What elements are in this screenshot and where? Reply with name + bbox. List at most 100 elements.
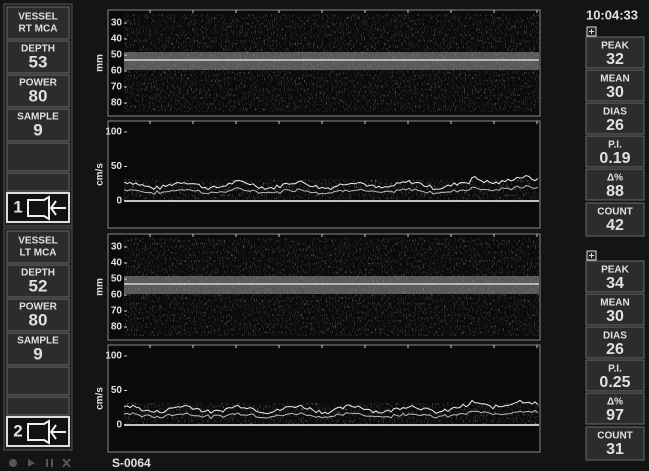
- panel-box: [6, 396, 70, 416]
- velocity-tick-label: 100: [105, 127, 122, 138]
- velocity-tick-label: 50: [111, 161, 123, 172]
- axis-unit: mm: [95, 54, 106, 72]
- metric-label: COUNT: [597, 207, 633, 218]
- field-value: 80: [29, 310, 48, 329]
- plot-frame: [107, 120, 541, 229]
- velocity-tick-label: 0: [116, 196, 122, 207]
- panel-box: [585, 426, 645, 461]
- vessel-label: VESSEL: [18, 236, 57, 247]
- axis-unit: cm/s: [95, 387, 106, 410]
- depth-tick-label: 70: [111, 306, 123, 317]
- field-label: SAMPLE: [17, 112, 59, 123]
- depth-tick-label: 30: [111, 242, 123, 253]
- envelope-trace: [123, 174, 539, 191]
- field-label: SAMPLE: [17, 336, 59, 347]
- probe-icon: [27, 195, 66, 221]
- metric-value: 32: [606, 51, 624, 68]
- metric-value: 88: [606, 183, 624, 200]
- probe-number: 1: [13, 197, 22, 216]
- metric-value: 31: [606, 441, 624, 458]
- axis-unit: mm: [95, 278, 106, 296]
- panel-box: [6, 40, 70, 74]
- metric-label: MEAN: [600, 74, 629, 85]
- velocity-tick-label: 0: [116, 420, 122, 431]
- metric-label: DIAS: [603, 107, 627, 118]
- velocity-tick-label: 100: [105, 351, 122, 362]
- field-label: DEPTH: [21, 44, 55, 55]
- mean-trace: [123, 185, 539, 196]
- panel-box: [6, 298, 70, 332]
- panel-box: [585, 168, 645, 201]
- field-value: 53: [29, 52, 48, 71]
- metric-value: 42: [606, 217, 624, 234]
- panel-box: [6, 74, 70, 108]
- metric-label: COUNT: [597, 431, 633, 442]
- metric-label: PEAK: [601, 265, 630, 276]
- panel-box: [585, 36, 645, 69]
- depth-tick-label: 60: [111, 290, 123, 301]
- metric-label: DIAS: [603, 331, 627, 342]
- depth-tick-label: 60: [111, 66, 123, 77]
- metric-label: Δ%: [607, 173, 623, 184]
- panel-box: [6, 142, 70, 172]
- field-value: 80: [29, 86, 48, 105]
- probe-icon: [27, 419, 66, 445]
- panel-box: [585, 359, 645, 392]
- panel-box: [585, 326, 645, 359]
- clock: 10:04:33: [586, 7, 638, 22]
- panel-box: [585, 260, 645, 293]
- envelope-trace: [123, 399, 539, 415]
- metric-value: 30: [606, 308, 624, 325]
- velocity-tick-label: 50: [111, 385, 123, 396]
- vessel-label: LT MCA: [19, 248, 56, 259]
- depth-tick-label: 80: [111, 98, 123, 109]
- field-label: POWER: [19, 78, 58, 89]
- metric-value: 0.25: [599, 374, 630, 391]
- panel-box: [6, 108, 70, 142]
- depth-tick-label: 40: [111, 258, 123, 269]
- metric-value: 34: [606, 275, 624, 292]
- metric-value: 26: [606, 117, 624, 134]
- axis-unit: cm/s: [95, 163, 106, 186]
- metric-label: PEAK: [601, 41, 630, 52]
- panel-box: [585, 293, 645, 326]
- study-id: S-0064: [112, 456, 151, 470]
- metric-value: 0.19: [599, 150, 630, 167]
- panel-box: [585, 102, 645, 135]
- metric-value: 97: [606, 407, 624, 424]
- depth-tick-label: 70: [111, 82, 123, 93]
- field-label: DEPTH: [21, 268, 55, 279]
- field-label: POWER: [19, 302, 58, 313]
- metric-value: 26: [606, 341, 624, 358]
- panel-box: [585, 392, 645, 425]
- field-value: 9: [33, 344, 42, 363]
- vessel-label: VESSEL: [18, 12, 57, 23]
- panel-box: [6, 172, 70, 192]
- playback-controls[interactable]: [9, 458, 71, 468]
- depth-tick-label: 50: [111, 274, 123, 285]
- metric-label: MEAN: [600, 298, 629, 309]
- panel-box: [585, 69, 645, 102]
- panel-box: [585, 202, 645, 237]
- metric-label: Δ%: [607, 397, 623, 408]
- plus-sign: [589, 29, 594, 34]
- depth-tick-label: 50: [111, 50, 123, 61]
- metric-label: P.I.: [608, 140, 622, 151]
- panel-box: [6, 264, 70, 298]
- plot-frame: [107, 344, 541, 453]
- metric-label: P.I.: [608, 364, 622, 375]
- vessel-label: RT MCA: [19, 24, 58, 35]
- plus-sign: [589, 253, 594, 258]
- field-value: 52: [29, 276, 48, 295]
- velocity-noise: [124, 403, 539, 425]
- panel-box: [6, 6, 70, 40]
- metric-value: 30: [606, 84, 624, 101]
- panel-box: [6, 332, 70, 366]
- depth-tick-label: 80: [111, 322, 123, 333]
- field-value: 9: [33, 120, 42, 139]
- depth-tick-label: 30: [111, 18, 123, 29]
- panel-box: [585, 135, 645, 168]
- probe-number: 2: [13, 421, 22, 440]
